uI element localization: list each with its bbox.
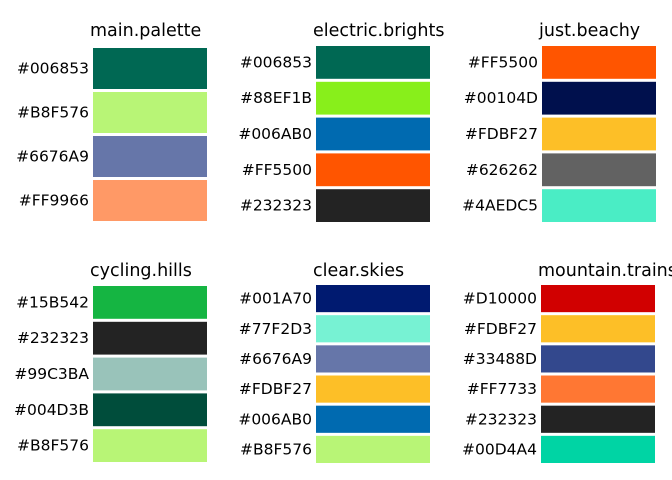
color-swatch [542,81,656,115]
swatch-label: #FDBF27 [239,380,312,398]
swatch-label: #232323 [240,197,312,215]
color-swatch [541,435,655,463]
swatch-label: #4AEDC5 [462,197,538,215]
color-swatch [541,345,655,373]
color-swatch [93,321,207,355]
swatch-label: #B8F576 [17,437,89,455]
palette-panel: cycling.hills#15B542 #232323 #99C3BA #004D3… [14,261,207,462]
swatch-label: #232323 [465,410,537,428]
swatch-label: #626262 [466,161,538,179]
panel-title: mountain.trains [538,261,672,281]
color-swatch [93,48,207,89]
color-swatch [316,81,430,115]
swatch-label: #006AB0 [238,125,312,143]
color-swatch [542,189,656,222]
palette-panel: clear.skies#001A70 #77F2D3 #6676A9 #FDBF27 #… [238,261,430,463]
swatch-label: #232323 [17,329,89,347]
color-swatch [316,435,430,463]
swatch-label: #6676A9 [16,148,89,166]
swatch-label: #004D3B [14,401,89,419]
swatch-label: #77F2D3 [239,320,312,338]
swatch-label: #006853 [240,53,312,71]
color-swatch [542,46,656,79]
color-swatch [541,375,655,403]
swatch-label: #00D4A4 [462,440,537,458]
color-swatch [316,46,430,79]
color-swatch [316,117,430,151]
swatch-label: #006AB0 [238,410,312,428]
swatch-label: #33488D [463,350,537,368]
color-swatch [93,136,207,177]
swatch-label: #FF5500 [242,161,312,179]
color-swatch [316,285,430,313]
panel-title: cycling.hills [90,261,192,281]
color-swatch [541,405,655,433]
color-swatch [93,180,207,221]
swatch-label: #6676A9 [239,350,312,368]
swatch-label: #00104D [464,89,538,107]
color-swatch [93,92,207,133]
palette-panel: electric.brights#006853 #88EF1B #006AB0 #FF… [238,21,444,222]
swatch-label: #FDBF27 [464,320,537,338]
swatch-label: #FF5500 [468,53,538,71]
color-swatch [541,285,655,313]
color-swatch [316,315,430,343]
panel-title: main.palette [90,21,201,41]
swatch-label: #B8F576 [240,440,312,458]
swatch-label: #D10000 [463,290,537,308]
panel-title: electric.brights [313,21,444,41]
color-swatch [541,315,655,343]
color-swatch [316,189,430,222]
swatch-label: #FF7733 [467,380,537,398]
color-swatch [316,405,430,433]
panel-title: clear.skies [313,261,404,281]
color-swatch [93,429,207,462]
swatch-label: #88EF1B [240,89,312,107]
swatch-label: #006853 [17,60,89,78]
color-swatch [93,393,207,427]
swatch-label: #FF9966 [19,192,89,210]
swatch-label: #001A70 [239,290,312,308]
swatch-label: #FDBF27 [465,125,538,143]
color-swatch [316,153,430,187]
palette-panel: main.palette #006853 #B8F576 #6676A9 #FF9966 [16,21,207,221]
color-swatch [316,345,430,373]
palette-panel: mountain.trains#D10000 #FDBF27 #33488D #FF7… [462,261,672,463]
color-swatch [316,375,430,403]
swatch-label: #15B542 [16,293,89,311]
color-swatch [542,117,656,151]
color-swatch [542,153,656,187]
swatch-label: #99C3BA [14,365,89,383]
palette-panel: just.beachy#FF5500 #00104D #FDBF27 #626262 #… [462,21,656,222]
panel-title: just.beachy [538,21,640,41]
color-swatch [93,286,207,319]
swatch-label: #B8F576 [17,104,89,122]
color-swatch [93,357,207,391]
